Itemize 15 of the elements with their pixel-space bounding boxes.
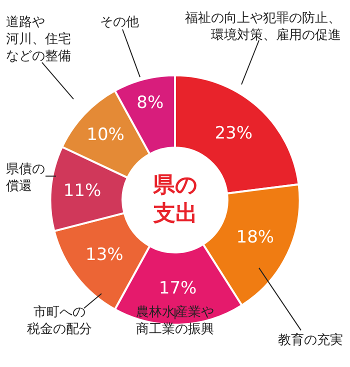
data-label: 13% (86, 244, 124, 265)
slice-label: 県債の償還 (6, 162, 45, 194)
slice-label: その他 (100, 15, 139, 30)
slice-label: 福祉の向上や犯罪の防止、環境対策、雇用の促進 (185, 11, 341, 43)
data-label: 17% (158, 278, 197, 299)
slice-label: 市町への税金の配分 (27, 305, 92, 337)
data-label: 10% (86, 124, 124, 145)
data-label: 18% (236, 228, 274, 248)
data-label: 11% (63, 181, 102, 202)
text: 県の支出 (152, 173, 198, 227)
data-label: 8% (136, 93, 164, 114)
slice-label: 教育の充実 (278, 332, 343, 348)
slice-label: 農林水産業や商工業の振興 (136, 304, 214, 337)
data-label: 23% (214, 124, 252, 144)
slice-label: 道路や河川、住宅などの整備 (6, 15, 71, 64)
